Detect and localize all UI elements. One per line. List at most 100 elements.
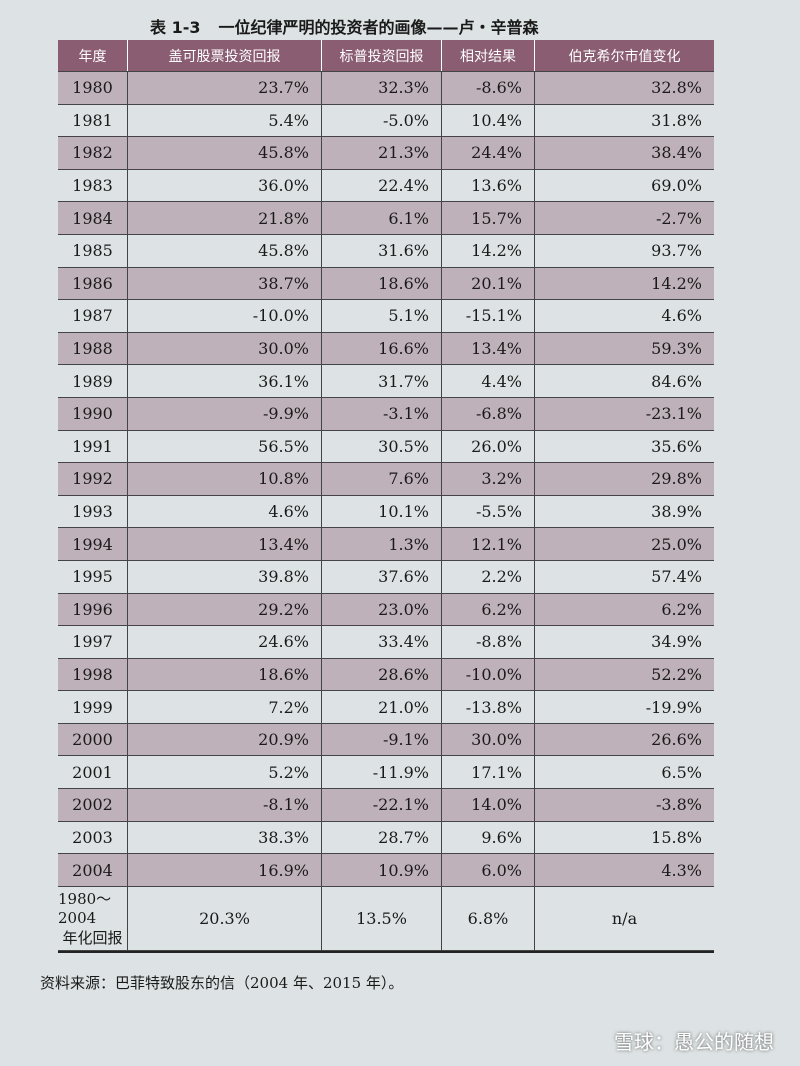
table-row: 1980 23.7% 32.3% -8.6% 32.8% [58,72,714,105]
table-row: 1989 36.1% 31.7% 4.4% 84.6% [58,365,714,398]
table-row: 1994 13.4% 1.3% 12.1% 25.0% [58,528,714,561]
table-row: 2003 38.3% 28.7% 9.6% 15.8% [58,821,714,855]
summary-cell: 13.5% [322,886,442,950]
table-cell: -23.1% [645,404,702,424]
table-cell: 14.2% [651,273,702,293]
table-cell: 28.6% [322,658,442,691]
table-row: 1987 -10.0% 5.1% -15.1% 4.6% [58,300,714,333]
table-cell: 1989 [58,365,128,397]
summary-cell: 20.3% [128,886,322,950]
table-cell: -15.1% [442,300,535,332]
table-cell: 2001 [58,756,128,789]
table-cell: 1983 [58,169,128,202]
table-row: 1990 -9.9% -3.1% -6.8% -23.1% [58,397,714,431]
table-cell: 17.1% [442,756,535,789]
table-cell: 45.8% [128,234,322,267]
source-note: 资料来源：巴菲特致股东的信（2004 年、2015 年）。 [40,974,404,992]
table-cell: 35.6% [651,436,702,456]
table-cell: 69.0% [651,176,702,196]
table-cell: 18.6% [128,658,322,691]
table-cell: 14.0% [442,789,535,821]
table-cell: 10.8% [128,463,322,495]
table-cell: 26.6% [651,730,702,750]
table-cell: 15.7% [442,202,535,234]
table-cell: 28.7% [322,821,442,854]
header-cell: 标普投资回报 [322,40,442,71]
table-cell: 84.6% [651,371,702,391]
table-cell: 16.9% [128,854,322,886]
table-cell: 3.2% [442,463,535,495]
header-cell: 相对结果 [442,40,535,71]
table-row: 1984 21.8% 6.1% 15.7% -2.7% [58,202,714,235]
caption: 表 1-3 一位纪律严明的投资者的画像——卢・辛普森 [150,14,539,38]
table-cell: 45.8% [128,137,322,169]
header-cell: 伯克希尔市值变化 [568,48,681,65]
table-row: 1997 24.6% 33.4% -8.8% 34.9% [58,626,714,659]
summary-cell: n/a [611,908,638,928]
table-cell: 5.1% [322,300,442,332]
table-cell: -19.9% [645,697,702,717]
table-cell: 1984 [58,202,128,234]
table-cell: 1985 [58,234,128,267]
table-cell: 2002 [58,789,128,821]
table-cell: 36.0% [128,169,322,202]
table-row: 1995 39.8% 37.6% 2.2% 57.4% [58,560,714,594]
table-cell: 15.8% [651,827,702,847]
table-cell: 31.8% [651,110,702,130]
table-cell: 38.4% [651,143,702,163]
table-row: 1983 36.0% 22.4% 13.6% 69.0% [58,169,714,203]
table-cell: -9.1% [322,723,442,756]
table-cell: 4.6% [661,306,702,326]
table-cell: -6.8% [442,397,535,430]
table-cell: -5.0% [322,104,442,137]
table: 年度 盖可股票投资回报 标普投资回报 相对结果 伯克希尔市值变化 1980 23.7% 32.… [58,40,714,953]
header-cell: 盖可股票投资回报 [128,40,322,71]
table-row: 2002 -8.1% -22.1% 14.0% -3.8% [58,789,714,822]
table-cell: 4.4% [442,365,535,397]
table-cell: -9.9% [128,397,322,430]
table-cell: 52.2% [651,664,702,684]
table-cell: 1987 [58,300,128,332]
table-cell: -22.1% [322,789,442,821]
table-cell: 1992 [58,463,128,495]
table-cell: 29.2% [128,593,322,626]
summary-label-line: 年化回报 [62,929,123,948]
table-row: 1991 56.5% 30.5% 26.0% 35.6% [58,430,714,464]
table-cell: -10.0% [128,300,322,332]
table-cell: 1988 [58,332,128,365]
table-cell: 39.8% [128,560,322,593]
table-cell: 14.2% [442,234,535,267]
table-cell: 1999 [58,691,128,723]
table-cell: 25.0% [651,534,702,554]
header-cell: 年度 [58,40,128,71]
table-cell: 6.0% [442,854,535,886]
summary-row: 1980～2004 年化回报 20.3% 13.5% 6.8% n/a [58,886,714,951]
table-cell: 13.4% [128,528,322,560]
table-row: 2004 16.9% 10.9% 6.0% 4.3% [58,854,714,887]
table-cell: 30.0% [128,332,322,365]
table-cell: 10.4% [442,104,535,137]
table-cell: 2.2% [442,560,535,593]
table-cell: 9.6% [442,821,535,854]
table-row: 1986 38.7% 18.6% 20.1% 14.2% [58,267,714,301]
table-cell: 24.4% [442,137,535,169]
header-row: 年度 盖可股票投资回报 标普投资回报 相对结果 伯克希尔市值变化 [58,40,714,72]
table-cell: 33.4% [322,626,442,658]
table-cell: 38.7% [128,267,322,300]
table-cell: 24.6% [128,626,322,658]
caption-number: 表 1-3 [150,18,201,37]
table-cell: 6.2% [442,593,535,626]
table-cell: 31.6% [322,234,442,267]
table-row: 1985 45.8% 31.6% 14.2% 93.7% [58,234,714,268]
caption-title: 一位纪律严明的投资者的画像——卢・辛普森 [218,18,539,37]
table-cell: 57.4% [651,567,702,587]
table-cell: 22.4% [322,169,442,202]
table-cell: 26.0% [442,430,535,463]
table-cell: 7.6% [322,463,442,495]
table-cell: 1997 [58,626,128,658]
table-cell: 1990 [58,397,128,430]
table-cell: 56.5% [128,430,322,463]
table-cell: 12.1% [442,528,535,560]
table-cell: 21.8% [128,202,322,234]
